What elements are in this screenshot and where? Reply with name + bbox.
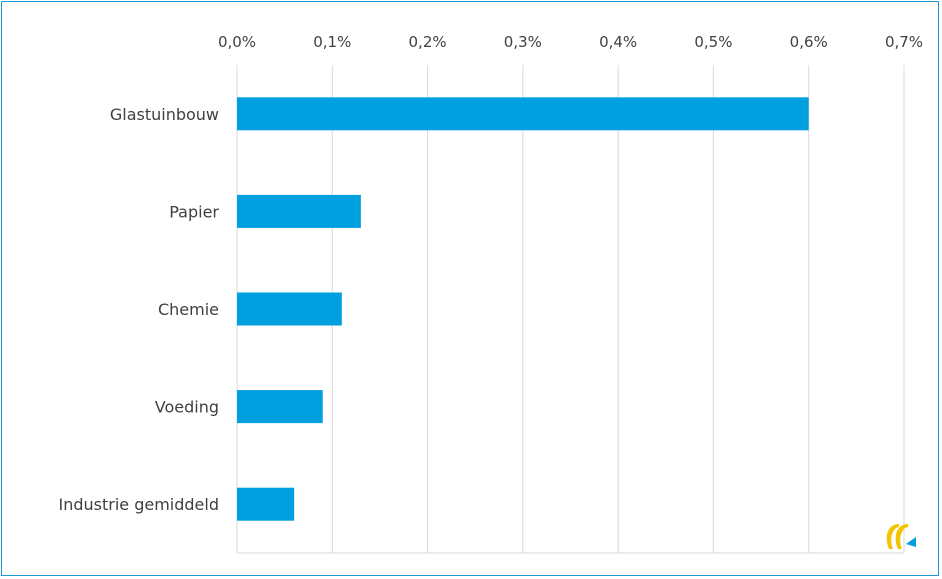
- x-tick-label: 0,7%: [885, 33, 923, 51]
- bars: [237, 97, 809, 521]
- x-tick-label: 0,3%: [504, 33, 542, 51]
- category-label: Chemie: [158, 300, 219, 319]
- x-tick-label: 0,0%: [218, 33, 256, 51]
- bar: [237, 292, 342, 326]
- bar: [237, 487, 295, 521]
- category-label: Industrie gemiddeld: [58, 495, 219, 514]
- x-tick-label: 0,1%: [313, 33, 351, 51]
- x-tick-label: 0,4%: [599, 33, 637, 51]
- brand-logo-icon: [886, 524, 916, 549]
- bar: [237, 97, 809, 131]
- logo-blue-triangle: [906, 537, 916, 547]
- category-label: Voeding: [155, 398, 219, 417]
- category-label: Papier: [169, 202, 219, 221]
- x-axis-tick-labels: 0,0% 0,1% 0,2% 0,3% 0,4% 0,5% 0,6% 0,7%: [218, 33, 923, 51]
- gridlines: [236, 65, 905, 554]
- category-label: Glastuinbouw: [110, 105, 219, 124]
- bar: [237, 194, 361, 228]
- x-tick-label: 0,6%: [790, 33, 828, 51]
- x-tick-label: 0,2%: [409, 33, 447, 51]
- logo-yellow-stroke: [886, 524, 899, 549]
- x-tick-label: 0,5%: [694, 33, 732, 51]
- y-axis-category-labels: Glastuinbouw Papier Chemie Voeding Industrie…: [58, 105, 219, 514]
- bar: [237, 390, 323, 424]
- logo-yellow-stroke-2: [895, 524, 908, 549]
